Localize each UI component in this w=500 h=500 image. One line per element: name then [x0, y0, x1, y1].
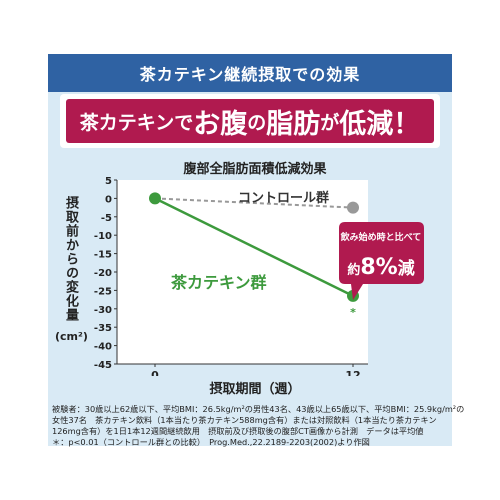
footnote-line: ＊：p<0.01（コントロール群との比較） Prog.Med.,22.2189-…: [52, 437, 370, 447]
y-tick-label: -10: [94, 231, 112, 242]
line-chart: 5 0 -5 -10 -15 -20 -25 -30 -35 -40 -45 0 12 * コントロール群茶…: [94, 176, 424, 376]
x-tick-label: 12: [345, 369, 360, 376]
footnote: 被験者：30歳以上62歳以下、平均BMI：26.5kg/m²の男性43名、43歳…: [52, 404, 465, 448]
chart-title: 腹部全脂肪面積低減効果: [183, 162, 327, 177]
y-tick-label: -45: [94, 360, 112, 371]
x-tick-label: 0: [151, 369, 159, 376]
headline-part: が: [320, 111, 340, 134]
y-tick-label: -35: [94, 323, 112, 334]
y-tick-label: 5: [105, 176, 112, 187]
y-tick-label: 0: [105, 194, 112, 205]
significance-marker: *: [350, 306, 356, 319]
headline-part: の: [247, 111, 267, 134]
catechin-series-label: 茶カテキン群: [170, 273, 267, 292]
banner-title: 茶カテキン継続摂取での効果: [48, 54, 452, 92]
footnote-line: 被験者：30歳以上62歳以下、平均BMI：26.5kg/m²の男性43名、43歳…: [52, 404, 465, 414]
callout-value: 約8%減: [347, 255, 414, 280]
headline-part: 茶カテキンで: [79, 111, 194, 134]
y-tick-label: -25: [94, 286, 112, 297]
y-tick-label: -30: [94, 305, 112, 316]
footnote-line: 126mg含有）を1日1本12週間継続飲用 摂取前及び摂取後の腹部CT画像から計…: [52, 426, 424, 436]
x-axis-label: 摂取期間（週）: [209, 382, 301, 397]
start-point: [149, 192, 161, 205]
control-point: [347, 201, 359, 214]
y-axis-label: 摂取前からの変化量: [63, 196, 78, 322]
callout-text: 飲み始め時と比べて: [340, 231, 422, 243]
y-axis-unit: (cm²): [55, 330, 88, 343]
catechin-series-line: [154, 197, 354, 298]
headline: 茶カテキンで お腹 の 脂肪 が 低減！: [66, 99, 434, 143]
headline-part: 低減！: [339, 108, 421, 140]
headline-part: 脂肪: [266, 108, 321, 140]
y-tick-label: -5: [101, 213, 112, 224]
footnote-line: 女性37名 茶カテキン飲料（1本当たり茶カテキン588mg含有）または対照飲料（…: [52, 415, 437, 425]
plot-area: [117, 180, 368, 364]
callout-bubble: [339, 222, 424, 300]
y-tick-label: -15: [94, 250, 112, 261]
y-tick-label: -40: [94, 342, 112, 353]
y-tick-label: -20: [94, 268, 112, 279]
control-series-line: [154, 197, 354, 209]
headline-part: お腹: [193, 108, 248, 140]
control-series-label: コントロール群: [238, 190, 329, 206]
